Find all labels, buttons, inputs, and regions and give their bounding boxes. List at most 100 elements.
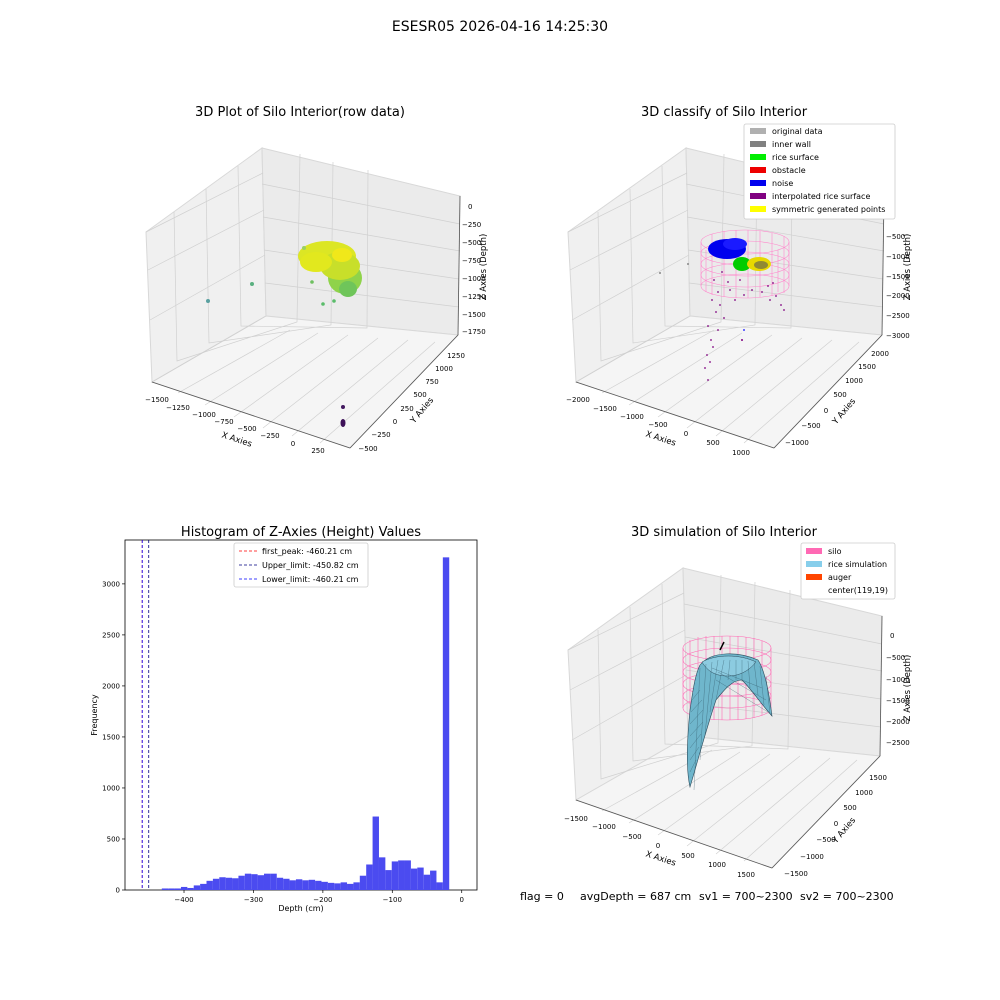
sim-y-tick: −500 [816, 836, 835, 844]
sim-x-tick: −500 [622, 833, 641, 841]
raw-x-tick: −250 [260, 432, 279, 440]
classify-x-label: X Axies [644, 429, 677, 448]
classify-x-ticks: −2000 −1500 −1000 −500 0 500 1000 [566, 396, 750, 457]
sim-y-ticks: −1500 −1000 −500 0 500 1000 1500 [784, 774, 887, 878]
sim-y-tick: −1000 [800, 853, 824, 861]
sim-z-tick: −1500 [886, 697, 910, 705]
histogram-bar [417, 867, 424, 890]
sim-z-label: Z Axies (Depth) [903, 655, 913, 722]
raw-x-tick: −750 [214, 418, 233, 426]
sim-legend: silo rice simulation auger center(119,19… [800, 542, 896, 600]
classify-z-label: Z Axies (Depth) [903, 234, 913, 301]
histogram-bar [327, 882, 335, 890]
histogram-bar [263, 873, 271, 890]
raw-y-tick: −500 [358, 445, 377, 453]
histogram-x-tick-label: 0 [459, 896, 463, 904]
legend-swatch-auger [806, 574, 822, 580]
raw-y-tick: 250 [400, 405, 413, 413]
histogram-y-label: Frequency [90, 694, 99, 736]
classify-z-tick: −2000 [886, 292, 910, 300]
classify-y-ticks: −1000 −500 0 500 1000 1500 2000 [785, 350, 889, 447]
raw-y-ticks: −500 −250 0 250 500 750 1000 1250 [358, 352, 465, 453]
histogram-bars [161, 557, 450, 890]
raw-x-tick: −1500 [145, 396, 169, 404]
histogram-bar [200, 883, 207, 890]
histogram-bar [378, 857, 386, 890]
histogram-bar [251, 874, 258, 890]
raw-y-tick: 0 [393, 418, 397, 426]
classify-y-tick: −500 [801, 422, 820, 430]
sim-z-tick: −2000 [886, 718, 910, 726]
histogram-bar [276, 877, 284, 890]
histogram-y-tick-label: 2500 [102, 631, 120, 639]
histogram-x-tick-label: −400 [174, 896, 193, 904]
raw-x-tick: −500 [237, 425, 256, 433]
histogram-y-tick-label: 0 [116, 887, 120, 895]
sim-y-axis-line [771, 755, 881, 869]
histogram-y-ticks: 0 500 1000 1500 2000 2500 3000 [102, 580, 125, 895]
sim-x-label: X Axies [644, 849, 677, 868]
sim-x-tick: 1500 [737, 871, 755, 879]
classify-y-tick: −1000 [785, 439, 809, 447]
histogram-legend: first_peak: -460.21 cm Upper_limit: -450… [233, 542, 369, 588]
raw-x-tick: −1000 [192, 411, 216, 419]
raw-y-tick: 750 [425, 378, 438, 386]
histogram-bar [193, 885, 201, 890]
histogram-y-tick-label: 1500 [102, 733, 120, 741]
classify-x-tick: −500 [648, 421, 667, 429]
histogram-bar [321, 881, 328, 890]
histogram-bar [391, 861, 399, 890]
classify-z-tick: −1000 [886, 253, 910, 261]
classify-y-tick: 0 [824, 407, 828, 415]
sim-z-tick: 0 [890, 632, 894, 640]
sim-rice-surface [687, 641, 773, 791]
raw-data-3d-plot: 3D Plot of Silo Interior(row data) −1500… [145, 105, 489, 455]
raw-z-tick: −500 [462, 239, 481, 247]
histogram-bar [423, 874, 431, 890]
sim-x-tick: −1000 [592, 823, 616, 831]
raw-z-ticks: 0 −250 −500 −750 −1000 −1250 −1500 −1750 [462, 203, 486, 336]
sim-x-tick: 1000 [708, 861, 726, 869]
histogram-bar [404, 860, 411, 890]
raw-y-tick: 500 [413, 391, 426, 399]
legend-label-noise: noise [772, 179, 793, 188]
classify-y-axis-line [773, 334, 883, 449]
classify-interpolated-points [659, 263, 785, 381]
legend-label-original-data: original data [772, 127, 823, 136]
raw-x-ticks: −1500 −1250 −1000 −750 −500 −250 0 250 [145, 396, 325, 455]
raw-x-axis-line [151, 381, 351, 449]
raw-y-tick: −250 [371, 431, 390, 439]
legend-swatch-rice-simulation [806, 561, 822, 567]
classify-y-tick: 500 [833, 391, 846, 399]
raw-z-axis-line [457, 195, 461, 336]
classify-y-tick: 1500 [858, 363, 876, 371]
legend-swatch-silo [806, 548, 822, 554]
sim-x-tick: −1500 [564, 815, 588, 823]
histogram-bar [308, 879, 316, 890]
classify-x-tick: −1500 [593, 405, 617, 413]
legend-label-rice-simulation: rice simulation [828, 560, 887, 569]
legend-swatch-interpolated [750, 193, 766, 199]
legend-label-obstacle: obstacle [772, 166, 806, 175]
classify-y-tick: 1000 [845, 377, 863, 385]
histogram-y-tick-label: 500 [107, 835, 120, 843]
histogram-bar [161, 888, 169, 890]
legend-swatch-rice-surface [750, 154, 766, 160]
histogram-x-label: Depth (cm) [278, 904, 323, 913]
sim-z-tick: −2500 [886, 739, 910, 747]
sim-x-tick: 0 [656, 842, 660, 850]
sim-x-ticks: −1500 −1000 −500 0 500 1000 1500 [564, 815, 755, 879]
histogram-bar [436, 882, 443, 890]
sim-y-tick: 1500 [869, 774, 887, 782]
raw-z-tick: −250 [462, 221, 481, 229]
sim-z-axis-line [879, 615, 883, 757]
histogram-bar [410, 868, 418, 890]
histogram-bar [442, 557, 450, 890]
simulation-3d-plot: 3D simulation of Silo Interior −1500 −10… [564, 525, 913, 879]
legend-swatch-inner-wall [750, 141, 766, 147]
histogram-x-tick-label: −100 [383, 896, 402, 904]
sim-x-tick: 500 [681, 852, 694, 860]
classify-z-tick: −2500 [886, 312, 910, 320]
legend-label-auger: auger [828, 573, 852, 582]
histogram-bar [366, 864, 373, 890]
